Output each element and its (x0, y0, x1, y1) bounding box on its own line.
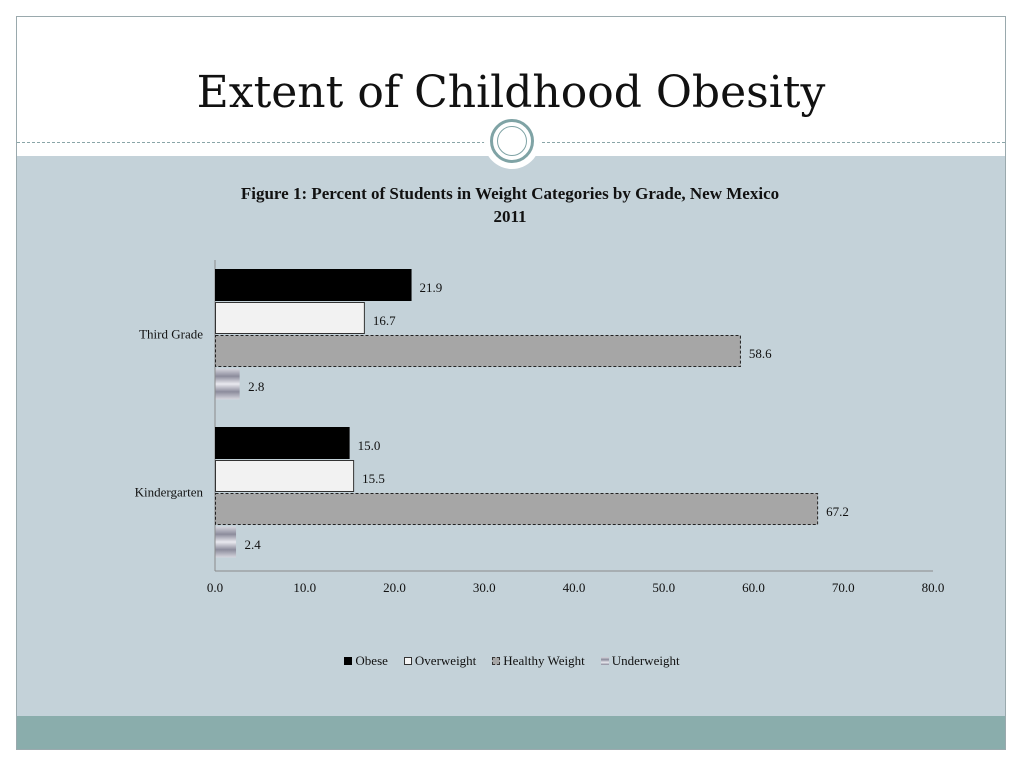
chart-title-line-1: Figure 1: Percent of Students in Weight … (240, 184, 780, 203)
x-tick-label: 40.0 (563, 580, 586, 595)
footer-band (17, 716, 1005, 749)
legend-item-obese: Obese (344, 653, 388, 669)
x-tick-label: 10.0 (293, 580, 316, 595)
data-label: 21.9 (420, 280, 443, 295)
data-label: 15.5 (362, 471, 385, 486)
bar-healthy-weight (215, 335, 741, 367)
legend-swatch (600, 657, 609, 665)
legend-label: Underweight (611, 653, 680, 668)
data-label: 16.7 (373, 313, 396, 328)
x-tick-label: 80.0 (922, 580, 945, 595)
legend-swatch (344, 657, 353, 665)
slide-title: Extent of Childhood Obesity (196, 67, 826, 118)
chart-title-line-2: 2011 (493, 207, 527, 226)
legend-label: Obese (355, 653, 388, 668)
bar-underweight (215, 526, 237, 558)
data-label: 67.2 (826, 504, 849, 519)
category-label: Kindergarten (135, 485, 204, 500)
legend-swatch (403, 657, 412, 665)
data-label: 2.8 (248, 379, 264, 394)
bar-healthy-weight (215, 493, 819, 525)
bar-underweight (215, 368, 240, 400)
chart-legend: Obese Overweight Healthy Weight Underweight (0, 653, 1024, 669)
x-tick-label: 30.0 (473, 580, 496, 595)
bar-overweight (215, 302, 365, 334)
x-tick-label: 70.0 (832, 580, 855, 595)
bar-overweight (215, 460, 355, 492)
x-tick-label: 60.0 (742, 580, 765, 595)
ornament-ring (490, 119, 534, 163)
content-panel (17, 156, 1005, 716)
x-tick-label: 50.0 (652, 580, 675, 595)
chart-title: Figure 1: Percent of Students in Weight … (120, 182, 900, 228)
data-label: 15.0 (358, 438, 381, 453)
legend-label: Overweight (414, 653, 477, 668)
data-label: 2.4 (245, 537, 262, 552)
category-label: Third Grade (139, 327, 203, 342)
legend-item-underweight: Underweight (600, 653, 680, 669)
bar-obese (215, 427, 350, 459)
ornament-inner-ring (497, 126, 527, 156)
data-label: 58.6 (749, 346, 772, 361)
x-tick-label: 20.0 (383, 580, 406, 595)
legend-item-healthy-weight: Healthy Weight (492, 653, 585, 669)
bar-obese (215, 269, 412, 301)
x-tick-label: 0.0 (207, 580, 223, 595)
legend-item-overweight: Overweight (403, 653, 477, 669)
legend-label: Healthy Weight (503, 653, 585, 668)
legend-swatch (492, 657, 501, 665)
